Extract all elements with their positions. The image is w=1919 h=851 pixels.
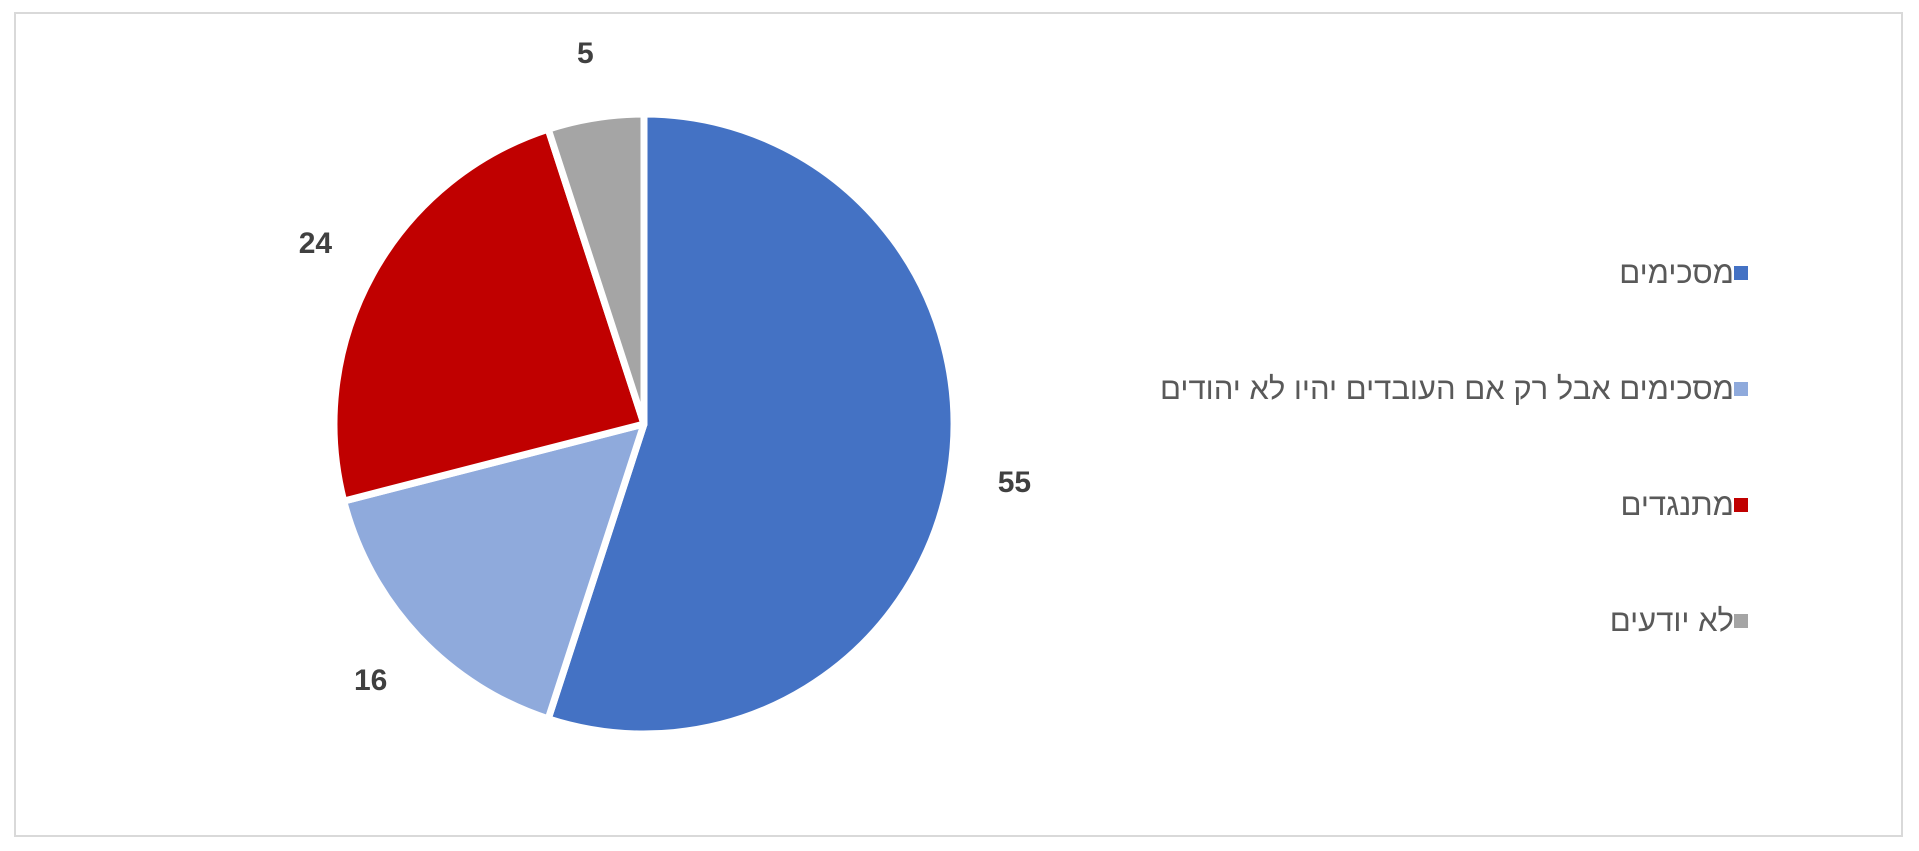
chart-frame — [14, 12, 1903, 837]
legend-item-2: מסכימים אבל רק אם העובדים יהיו לא יהודים — [1160, 331, 1758, 447]
legend-label: מסכימים — [1619, 255, 1734, 290]
data-label-3: 24 — [299, 227, 333, 260]
pie-slice-2 — [340, 420, 648, 723]
legend-item-3: מתנגדים — [1160, 447, 1758, 563]
pie-slices — [330, 110, 958, 738]
legend-swatch-icon — [1733, 614, 1748, 628]
pie-slice-4 — [544, 110, 648, 428]
legend-swatch-icon — [1733, 266, 1748, 280]
pie-slice-3 — [330, 125, 648, 505]
legend-item-1: מסכימים — [1160, 215, 1758, 331]
legend-swatch-icon — [1733, 498, 1748, 512]
legend-label: לא יודעים — [1609, 603, 1734, 638]
legend-label: מתנגדים — [1620, 487, 1734, 522]
pie-data-labels: 55 16 24 5 — [299, 37, 1031, 697]
legend-label: מסכימים אבל רק אם העובדים יהיו לא יהודים — [1160, 371, 1734, 406]
pie-slice-1 — [544, 110, 958, 738]
legend-swatch-icon — [1733, 382, 1748, 396]
legend-item-4: לא יודעים — [1160, 563, 1758, 679]
chart-legend: מסכימים מסכימים אבל רק אם העובדים יהיו לא… — [1160, 215, 1758, 679]
data-label-4: 5 — [577, 37, 594, 70]
data-label-2: 16 — [354, 664, 387, 697]
data-label-1: 55 — [998, 466, 1031, 499]
